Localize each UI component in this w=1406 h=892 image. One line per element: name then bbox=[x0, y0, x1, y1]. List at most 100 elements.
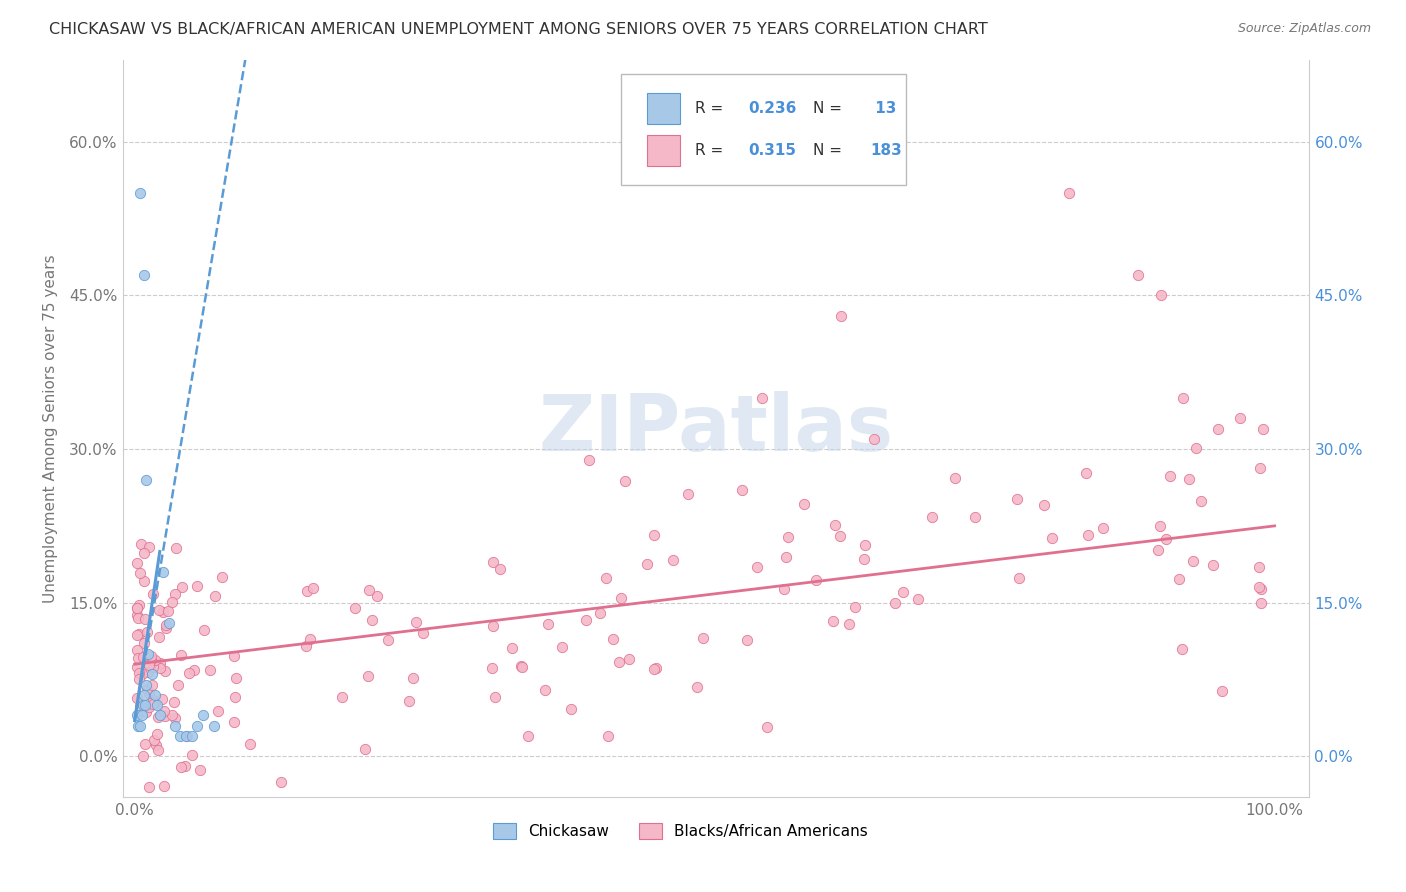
Point bbox=[148, 709, 170, 723]
Point bbox=[731, 483, 754, 497]
Point bbox=[533, 682, 555, 697]
Point bbox=[153, 664, 176, 678]
Point bbox=[1178, 472, 1201, 486]
Point bbox=[778, 531, 800, 545]
Point bbox=[174, 758, 197, 772]
Text: 13: 13 bbox=[870, 101, 897, 116]
Point bbox=[155, 708, 177, 723]
Point bbox=[1126, 268, 1149, 282]
Point bbox=[224, 649, 246, 664]
Point bbox=[1032, 498, 1054, 512]
Point bbox=[883, 596, 905, 610]
Point bbox=[207, 704, 229, 718]
Point bbox=[125, 601, 148, 615]
Point bbox=[676, 487, 699, 501]
Point bbox=[165, 587, 187, 601]
Point bbox=[224, 714, 246, 729]
Point bbox=[152, 704, 174, 718]
Point bbox=[148, 630, 170, 644]
Point bbox=[177, 665, 200, 680]
Point bbox=[127, 719, 149, 733]
Point bbox=[180, 729, 202, 743]
Point bbox=[662, 553, 685, 567]
Point bbox=[686, 680, 709, 694]
Point bbox=[598, 729, 620, 743]
Point bbox=[155, 621, 177, 635]
Point bbox=[174, 729, 197, 743]
Point bbox=[560, 702, 582, 716]
Text: ZIPatlas: ZIPatlas bbox=[538, 391, 894, 467]
Point bbox=[1167, 572, 1189, 586]
Point bbox=[149, 656, 172, 670]
Point bbox=[160, 595, 183, 609]
Point bbox=[1185, 441, 1208, 455]
Point bbox=[1077, 528, 1099, 542]
Point bbox=[224, 690, 246, 705]
Point bbox=[1042, 531, 1064, 545]
Point bbox=[793, 497, 815, 511]
Point bbox=[193, 623, 215, 637]
Point bbox=[1007, 571, 1029, 585]
Point bbox=[1159, 469, 1181, 483]
Point bbox=[204, 719, 226, 733]
Point bbox=[132, 650, 155, 665]
Point bbox=[294, 639, 316, 653]
Point bbox=[167, 678, 190, 692]
Point bbox=[735, 633, 758, 648]
Point bbox=[1189, 494, 1212, 508]
Point bbox=[146, 743, 169, 757]
Point bbox=[1059, 186, 1081, 200]
Y-axis label: Unemployment Among Seniors over 75 years: Unemployment Among Seniors over 75 years bbox=[44, 254, 58, 603]
Point bbox=[891, 585, 914, 599]
Point bbox=[481, 661, 503, 675]
Point bbox=[125, 690, 148, 705]
Point bbox=[838, 616, 860, 631]
Point bbox=[1250, 582, 1272, 596]
Point bbox=[125, 642, 148, 657]
Point bbox=[138, 647, 160, 661]
Point bbox=[163, 719, 186, 733]
Point bbox=[128, 598, 150, 612]
Point bbox=[188, 763, 211, 777]
Point bbox=[1206, 421, 1229, 435]
FancyBboxPatch shape bbox=[621, 74, 905, 185]
Point bbox=[609, 655, 631, 669]
Point bbox=[135, 682, 157, 697]
Point bbox=[125, 708, 148, 723]
Point bbox=[1211, 684, 1233, 698]
Point bbox=[142, 587, 165, 601]
Point bbox=[134, 612, 156, 626]
Point bbox=[153, 779, 176, 793]
Point bbox=[804, 573, 827, 587]
Point bbox=[1154, 533, 1177, 547]
Point bbox=[186, 579, 208, 593]
Point bbox=[169, 648, 191, 662]
Point bbox=[1182, 553, 1205, 567]
Point bbox=[405, 615, 427, 629]
Point bbox=[125, 607, 148, 622]
Point bbox=[1091, 520, 1114, 534]
Point bbox=[643, 663, 665, 677]
Point bbox=[225, 671, 247, 685]
Point bbox=[129, 566, 152, 580]
Point bbox=[204, 589, 226, 603]
Text: Source: ZipAtlas.com: Source: ZipAtlas.com bbox=[1237, 22, 1371, 36]
Point bbox=[354, 742, 377, 756]
Point bbox=[131, 666, 153, 681]
Point bbox=[1201, 558, 1223, 572]
Point bbox=[142, 659, 165, 673]
Point bbox=[125, 628, 148, 642]
Point bbox=[844, 599, 866, 614]
Point bbox=[127, 651, 149, 665]
Point bbox=[128, 666, 150, 681]
Point bbox=[152, 565, 174, 579]
Point bbox=[169, 729, 191, 743]
Point bbox=[537, 617, 560, 632]
Point bbox=[139, 649, 162, 664]
Point bbox=[172, 580, 194, 594]
Point bbox=[575, 613, 598, 627]
Point bbox=[131, 698, 153, 713]
Point bbox=[295, 583, 318, 598]
Point bbox=[830, 529, 852, 543]
Point bbox=[830, 309, 852, 323]
